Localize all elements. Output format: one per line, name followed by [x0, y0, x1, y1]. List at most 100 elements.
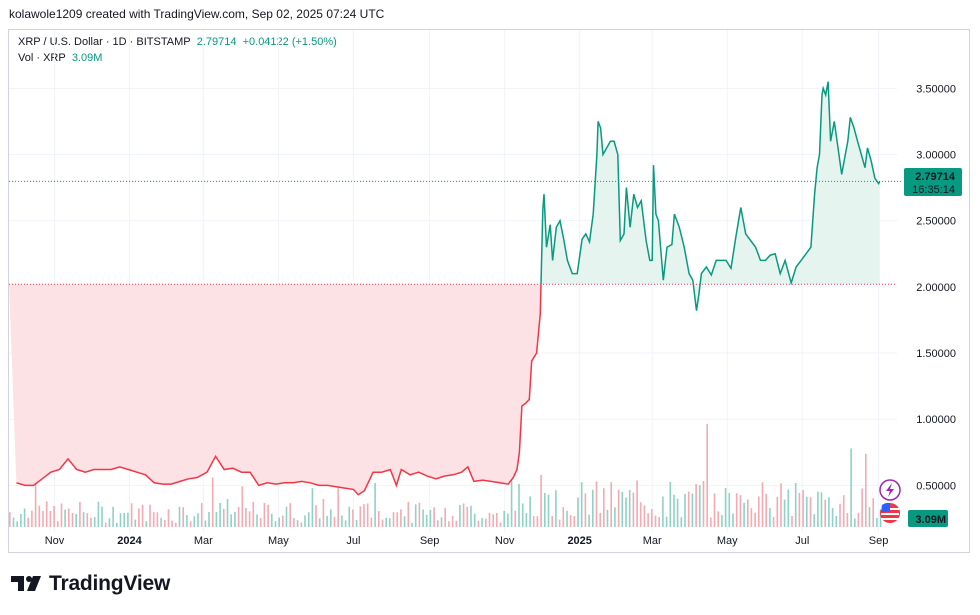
volume-bar: [285, 506, 288, 527]
volume-bar: [699, 485, 701, 527]
volume-bar: [145, 521, 148, 527]
volume-bar: [274, 521, 277, 527]
volume-bar: [540, 474, 542, 527]
volume-bar: [558, 519, 561, 527]
volume-bar: [134, 519, 137, 527]
volume-value: 3.09M: [71, 52, 103, 64]
volume-bar: [226, 499, 229, 527]
volume-bar: [152, 512, 155, 527]
y-tick-label: 3.50000: [916, 83, 956, 95]
volume-bar: [370, 517, 373, 527]
volume-bar: [237, 507, 240, 527]
volume-bar: [355, 519, 358, 527]
x-tick-label: Mar: [643, 535, 662, 547]
volume-legend[interactable]: Vol · XRP 3.09M: [18, 52, 102, 64]
symbol-legend[interactable]: XRP / U.S. Dollar · 1D · BITSTAMP 2.7971…: [18, 36, 337, 48]
volume-bar: [86, 513, 89, 527]
volume-bar: [532, 516, 535, 527]
volume-bar: [861, 488, 863, 527]
volume-bar: [182, 507, 184, 527]
volume-bar: [418, 502, 421, 527]
volume-bar: [318, 518, 321, 527]
volume-bar: [750, 508, 753, 527]
volume-bar: [842, 495, 845, 527]
y-tick-label: 1.00000: [916, 414, 956, 426]
volume-bar: [267, 504, 269, 527]
volume-bar: [544, 493, 546, 527]
volume-bar: [34, 483, 37, 527]
volume-bar: [831, 508, 834, 527]
volume-bar: [769, 508, 771, 527]
price-line-above-baseline: [540, 81, 881, 311]
volume-bar: [743, 502, 745, 527]
volume-bar: [204, 520, 207, 527]
volume-bar: [599, 512, 601, 527]
y-tick-label: 0.50000: [916, 480, 956, 492]
volume-bar: [16, 521, 18, 527]
volume-bar: [123, 513, 125, 527]
volume-bar: [879, 510, 882, 527]
volume-bar: [127, 512, 129, 527]
volume-bar: [45, 501, 48, 527]
volume-bar: [23, 508, 26, 527]
volume-bar: [326, 515, 328, 527]
volume-bar: [49, 511, 52, 527]
volume-bar: [422, 509, 424, 527]
volume-bar: [691, 493, 694, 527]
volume-bar: [481, 518, 483, 527]
tradingview-logo[interactable]: TradingView: [11, 572, 170, 596]
volume-bar: [138, 508, 140, 527]
alert-icon[interactable]: [879, 479, 901, 501]
volume-bar: [175, 522, 177, 527]
volume-bar: [580, 482, 583, 527]
volume-bar: [876, 518, 878, 527]
volume-bar: [27, 517, 29, 527]
time-axis: Nov 2024 Mar May Jul Sep Nov 2025 Mar May Jul Sep: [45, 535, 889, 547]
volume-bar: [536, 516, 539, 527]
volume-bar: [208, 512, 210, 527]
volume-bar: [197, 513, 199, 527]
volume-bar: [765, 493, 767, 527]
volume-bar: [440, 517, 443, 527]
volume-bar: [282, 515, 284, 527]
volume-bar: [673, 494, 675, 527]
volume-bar: [665, 516, 668, 527]
volume-bar: [713, 493, 716, 527]
volume-bar: [658, 517, 660, 527]
volume-bar: [695, 483, 697, 527]
volume-bar: [429, 509, 432, 527]
volume-bar: [160, 517, 162, 527]
volume-bar: [90, 517, 92, 527]
x-tick-label: May: [268, 535, 289, 547]
volume-bar: [676, 498, 679, 527]
tradingview-wordmark: TradingView: [49, 572, 171, 595]
volume-bar: [293, 518, 295, 527]
volume-bar: [82, 512, 85, 527]
volume-bar: [820, 492, 823, 527]
volume-bar: [854, 518, 856, 527]
volume-bar: [245, 508, 247, 527]
volume-bar: [259, 517, 262, 527]
volume-bar: [164, 520, 166, 527]
volume-bar: [791, 515, 793, 527]
volume-bar: [156, 512, 159, 527]
volume-bar: [433, 507, 435, 527]
volume-bar: [813, 514, 815, 527]
volume-bar: [839, 503, 841, 527]
volume-bar: [381, 519, 384, 527]
volume-bar: [178, 506, 181, 527]
volume-bar: [610, 482, 612, 527]
x-tick-label: Sep: [420, 535, 440, 547]
volume-bar: [647, 513, 649, 527]
volume-bar: [53, 506, 55, 527]
volume-bar: [577, 497, 579, 527]
volume-bar: [219, 502, 221, 527]
volume-bar: [806, 496, 808, 527]
volume-bar: [116, 522, 118, 527]
volume-bar: [636, 480, 638, 527]
us-flag-icon[interactable]: [880, 502, 900, 523]
volume-bar: [787, 489, 790, 527]
price-badge-value: 2.79714: [915, 171, 956, 183]
volume-bar: [437, 520, 439, 527]
